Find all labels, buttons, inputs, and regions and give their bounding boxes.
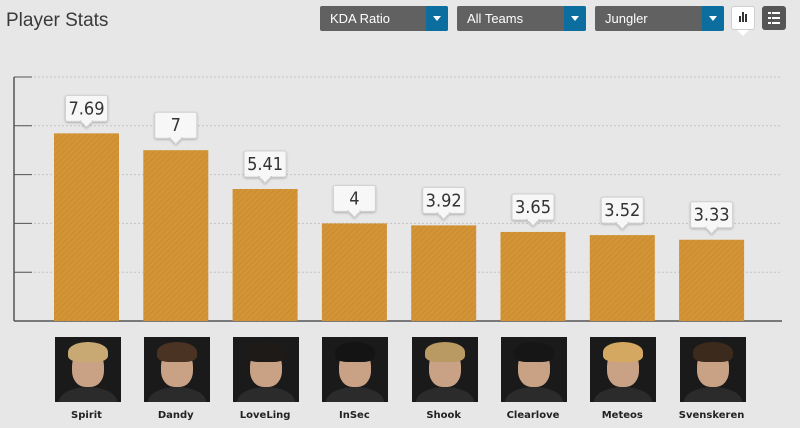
role-dropdown-value: Jungler: [605, 11, 648, 26]
player-name-spirit[interactable]: Spirit: [71, 410, 102, 421]
value-label: 4: [349, 188, 359, 209]
list-view-button[interactable]: [762, 6, 786, 30]
bar-spirit[interactable]: [54, 133, 119, 321]
bar-shook[interactable]: [411, 225, 477, 321]
value-label-box: [422, 186, 466, 221]
value-label: 7.69: [68, 98, 104, 119]
player-avatar[interactable]: [679, 337, 746, 402]
team-dropdown-value: All Teams: [467, 11, 524, 26]
player-avatar[interactable]: [501, 337, 567, 402]
active-view-pointer: [737, 30, 749, 36]
bar-clearlove[interactable]: [500, 231, 566, 321]
role-dropdown[interactable]: Jungler: [595, 6, 724, 31]
value-label-box: [690, 201, 734, 235]
player-name-svenskeren[interactable]: Svenskeren: [678, 410, 745, 421]
value-label: 3.52: [604, 200, 640, 221]
value-label-box: [332, 184, 376, 219]
player-name-shook[interactable]: Shook: [426, 410, 462, 421]
player-name-loveling[interactable]: LoveLing: [239, 410, 291, 421]
bar-loveling[interactable]: [232, 188, 298, 321]
chevron-down-icon[interactable]: [702, 6, 724, 31]
player-avatar[interactable]: [143, 337, 210, 402]
value-label-box: [600, 196, 644, 230]
player-avatar[interactable]: [590, 337, 657, 402]
page-title: Player Stats: [6, 10, 109, 31]
chevron-down-icon[interactable]: [564, 6, 586, 31]
player-avatar[interactable]: [54, 337, 121, 402]
value-label: 3.33: [694, 205, 730, 226]
chevron-down-icon[interactable]: [426, 6, 448, 31]
bar-chart-view-button[interactable]: [731, 6, 755, 30]
metric-dropdown-value: KDA Ratio: [330, 11, 390, 26]
player-name-clearlove[interactable]: Clearlove: [506, 410, 560, 421]
value-label-box: [511, 193, 555, 227]
player-avatar[interactable]: [411, 337, 478, 402]
value-label: 5.41: [247, 154, 283, 175]
player-name-insec[interactable]: InSec: [339, 410, 370, 421]
player-name-meteos[interactable]: Meteos: [601, 410, 643, 421]
value-label-box: [243, 150, 287, 184]
value-label-box: [65, 94, 108, 129]
team-dropdown[interactable]: All Teams: [457, 6, 586, 31]
value-label: 7: [171, 115, 181, 136]
metric-dropdown[interactable]: KDA Ratio: [320, 6, 448, 31]
bar-dandy[interactable]: [143, 150, 209, 321]
player-name-dandy[interactable]: Dandy: [157, 410, 194, 421]
player-avatar[interactable]: [233, 337, 300, 402]
value-label: 3.92: [426, 190, 462, 211]
player-avatar[interactable]: [322, 337, 389, 402]
bar-svenskeren[interactable]: [679, 239, 745, 321]
value-label-box: [154, 111, 198, 145]
bar-insec[interactable]: [321, 223, 387, 321]
bar-meteos[interactable]: [589, 235, 655, 321]
value-label: 3.65: [515, 197, 551, 218]
